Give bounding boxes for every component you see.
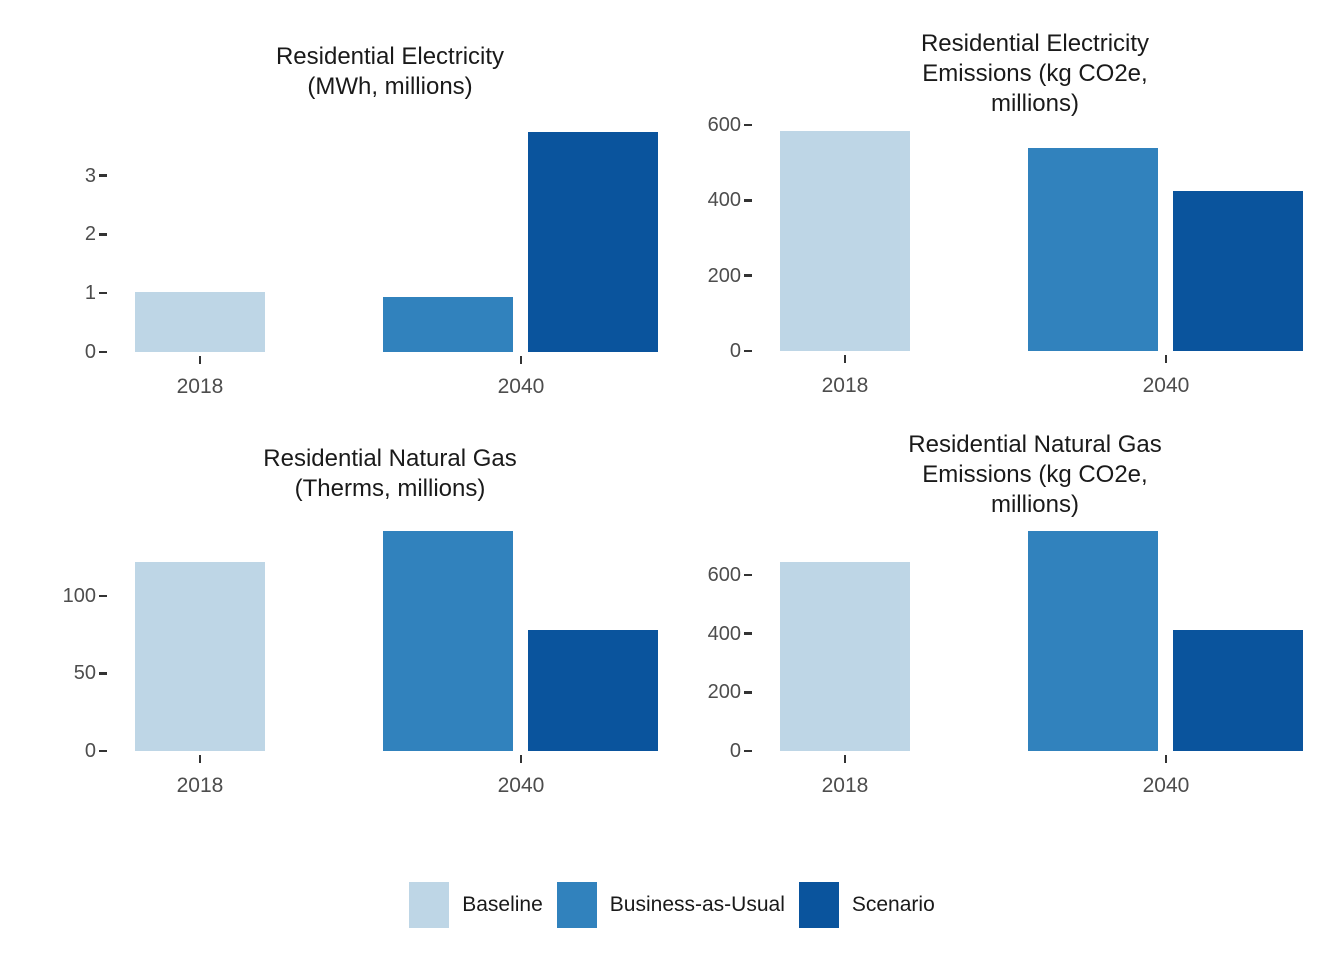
y-axis-tick-mark <box>99 233 107 236</box>
chart-title-residential-natural-gas: Residential Natural Gas (Therms, million… <box>263 445 517 502</box>
y-axis-tick-mark <box>744 749 752 753</box>
bar-business-as-usual-2040 <box>1028 147 1159 351</box>
y-axis-tick-label: 2 <box>84 223 96 246</box>
y-axis-tick-label: 200 <box>707 264 741 287</box>
legend-item-business-as-usual: Business-as-Usual <box>556 882 785 928</box>
bar-scenario-2040 <box>1173 629 1304 751</box>
x-axis-tick-label: 2040 <box>1142 774 1190 797</box>
legend-label: Baseline <box>462 893 543 916</box>
y-axis-tick-mark <box>99 174 107 177</box>
plot-area-residential-electricity-emissions: 0 200 400 600 2018 2040 <box>708 114 1315 397</box>
x-axis-tick-mark <box>519 755 523 763</box>
y-axis-tick-label: 0 <box>729 340 741 362</box>
y-axis-tick-label: 1 <box>84 282 96 305</box>
x-axis-tick-label: 2018 <box>176 375 224 398</box>
y-axis-tick-label: 400 <box>707 622 741 645</box>
y-axis-tick-mark <box>744 349 752 353</box>
x-axis-tick-label: 2040 <box>497 774 545 797</box>
plot-area-residential-electricity: 0 1 2 3 2018 2040 <box>85 121 670 398</box>
y-axis-tick-label: 0 <box>84 341 96 363</box>
y-axis-tick-mark <box>744 691 752 694</box>
bar-baseline-2018 <box>779 561 910 751</box>
x-axis-tick-mark <box>843 355 847 363</box>
business-as-usual-swatch-icon <box>556 882 597 928</box>
y-axis-tick-label: 600 <box>707 113 741 136</box>
x-axis-tick-mark <box>198 755 202 763</box>
y-axis-tick-mark <box>744 632 752 635</box>
bar-baseline-2018 <box>779 130 910 351</box>
y-axis-tick-label: 3 <box>84 164 96 187</box>
x-axis-tick-label: 2018 <box>176 774 224 797</box>
bar-business-as-usual-2040 <box>383 530 514 751</box>
y-axis-tick-mark <box>99 594 107 598</box>
legend-label: Business-as-Usual <box>609 893 785 916</box>
y-axis-tick-mark <box>99 291 107 295</box>
bar-scenario-2040 <box>528 131 659 352</box>
bar-business-as-usual-2040 <box>1028 531 1159 751</box>
x-axis-tick-label: 2018 <box>821 774 869 797</box>
chart-title-residential-electricity: Residential Electricity (MWh, millions) <box>275 43 505 100</box>
x-axis-tick-mark <box>198 356 202 364</box>
y-axis-tick-label: 50 <box>73 662 96 685</box>
y-axis-tick-label: 400 <box>707 189 741 212</box>
bar-scenario-2040 <box>1173 190 1304 351</box>
y-axis-tick-mark <box>744 573 752 577</box>
y-axis-tick-label: 0 <box>84 740 96 762</box>
y-axis-tick-label: 600 <box>707 564 741 587</box>
y-axis-tick-mark <box>744 199 752 202</box>
bar-baseline-2018 <box>134 292 265 352</box>
y-axis-tick-mark <box>99 350 107 354</box>
y-axis-tick-mark <box>744 274 752 277</box>
baseline-swatch-icon <box>409 882 450 928</box>
legend-label: Scenario <box>851 893 935 916</box>
x-axis-tick-label: 2040 <box>497 375 545 398</box>
y-axis-tick-label: 100 <box>62 584 96 607</box>
legend: Baseline Business-as-Usual Scenario <box>0 882 1344 928</box>
chart-title-residential-natural-gas-emissions: Residential Natural Gas Emissions (kg CO… <box>908 431 1162 518</box>
chart-title-residential-electricity-emissions: Residential Electricity Emissions (kg CO… <box>920 30 1150 117</box>
plot-area-residential-natural-gas: 0 50 100 2018 2040 <box>63 520 670 797</box>
x-axis-tick-mark <box>1164 355 1168 363</box>
y-axis-tick-mark <box>99 749 107 753</box>
x-axis-tick-mark <box>843 755 847 763</box>
bar-business-as-usual-2040 <box>383 296 514 352</box>
legend-item-scenario: Scenario <box>798 882 935 928</box>
x-axis-tick-label: 2040 <box>1142 374 1190 397</box>
y-axis-tick-label: 200 <box>707 681 741 704</box>
legend-item-baseline: Baseline <box>409 882 543 928</box>
bar-scenario-2040 <box>528 630 659 751</box>
x-axis-tick-label: 2018 <box>821 374 869 397</box>
y-axis-tick-label: 0 <box>729 740 741 762</box>
scenario-swatch-icon <box>798 882 839 928</box>
plot-area-residential-natural-gas-emissions: 0 200 400 600 2018 2040 <box>708 520 1315 797</box>
x-axis-tick-mark <box>519 356 523 364</box>
bar-baseline-2018 <box>134 561 265 751</box>
x-axis-tick-mark <box>1164 755 1168 763</box>
y-axis-tick-mark <box>99 672 107 675</box>
y-axis-tick-mark <box>744 123 752 127</box>
